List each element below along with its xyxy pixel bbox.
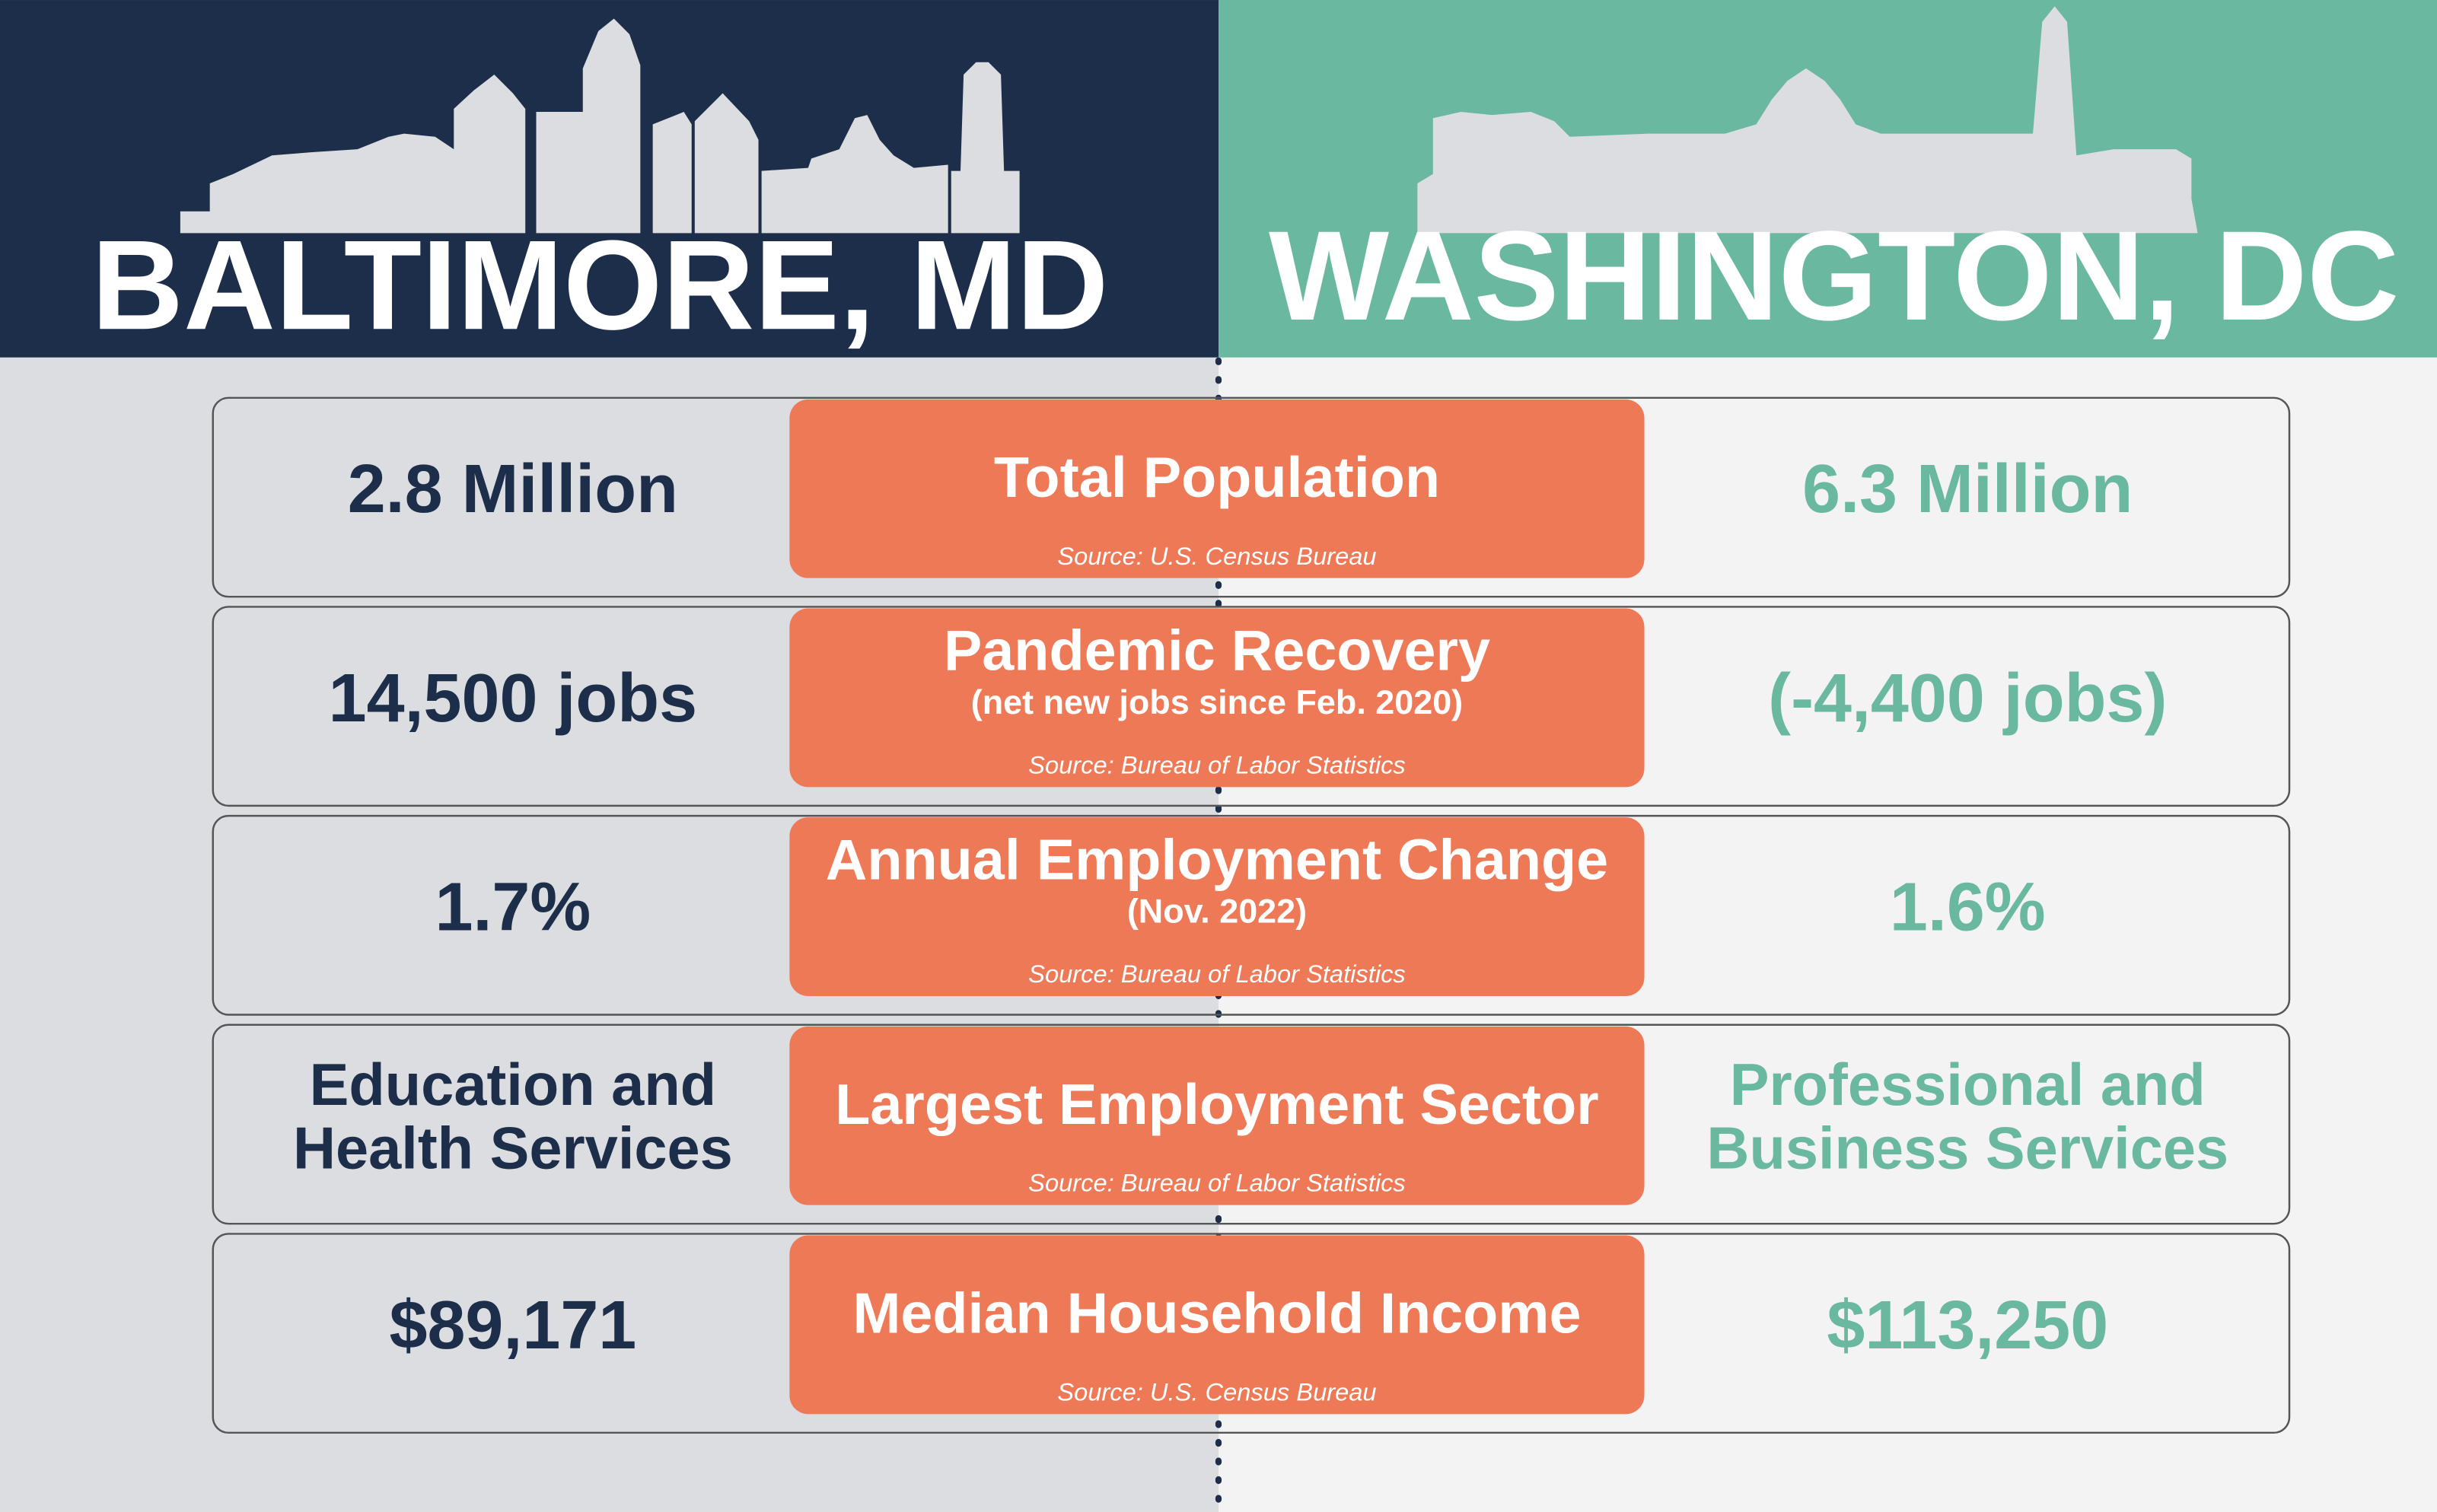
row-frame xyxy=(212,396,2291,598)
metric-box xyxy=(789,1026,1645,1205)
metric-subtitle: (net new jobs since Feb. 2020) xyxy=(971,683,1463,721)
row-frame xyxy=(212,814,2291,1016)
baltimore-skyline xyxy=(180,18,1020,234)
metric-box xyxy=(789,1235,1645,1415)
left-city: BALTIMORE, MD xyxy=(91,214,1108,356)
left-value: 1.7% xyxy=(435,869,591,945)
metric-box xyxy=(789,817,1645,997)
right-value: Professional and xyxy=(1730,1052,2206,1118)
metric-source: Source: U.S. Census Bureau xyxy=(1057,1377,1376,1405)
metric-source: Source: Bureau of Labor Statistics xyxy=(1028,1169,1406,1197)
row-frame xyxy=(212,606,2291,807)
row-frame xyxy=(212,1233,2291,1434)
metric-title: Total Population xyxy=(994,446,1440,510)
row-frame xyxy=(212,1023,2291,1225)
metric-box xyxy=(789,399,1645,578)
right-value: $113,250 xyxy=(1827,1288,2108,1364)
left-value: 2.8 Million xyxy=(348,451,678,527)
metric-title: Median Household Income xyxy=(852,1282,1581,1346)
metric-source: Source: Bureau of Labor Statistics xyxy=(1028,960,1406,988)
right-city: WASHINGTON, DC xyxy=(1269,205,2399,347)
metric-title: Annual Employment Change xyxy=(826,828,1608,892)
metric-subtitle: (Nov. 2022) xyxy=(1127,892,1307,931)
metric-box xyxy=(789,608,1645,788)
metric-title: Largest Employment Sector xyxy=(835,1073,1598,1137)
metric-source: Source: Bureau of Labor Statistics xyxy=(1028,750,1406,778)
right-value: 1.6% xyxy=(1890,869,2046,945)
right-value: Business Services xyxy=(1706,1116,2228,1182)
washington-skyline xyxy=(1417,6,2198,234)
right-value: 6.3 Million xyxy=(1802,451,2133,527)
left-value: 14,500 jobs xyxy=(329,661,697,737)
left-value: $89,171 xyxy=(390,1288,637,1364)
metric-title: Pandemic Recovery xyxy=(944,619,1490,683)
left-value: Health Services xyxy=(293,1116,733,1182)
metric-source: Source: U.S. Census Bureau xyxy=(1057,542,1376,570)
right-value: (-4,400 jobs) xyxy=(1768,661,2167,737)
left-value: Education and xyxy=(310,1052,716,1118)
